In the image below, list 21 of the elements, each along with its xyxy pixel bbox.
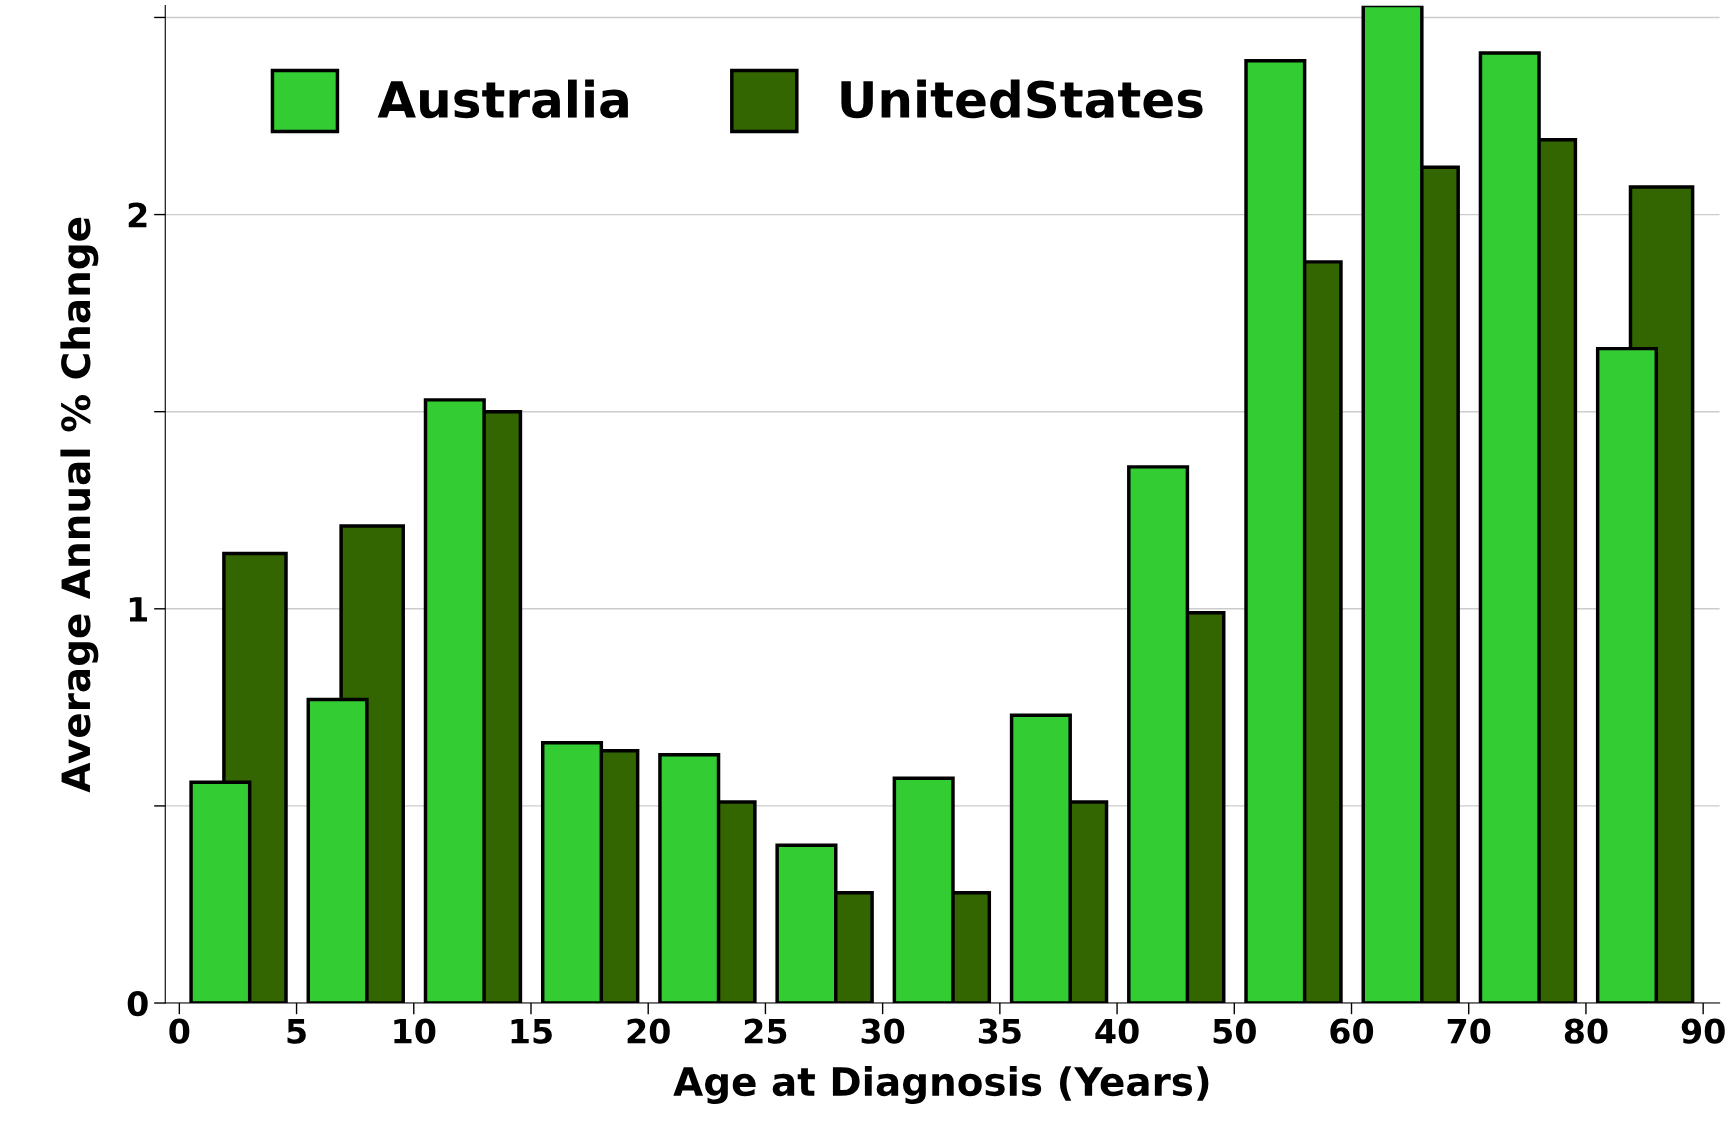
text: 40 xyxy=(1095,1018,1139,1044)
y-tick-label: 1 xyxy=(129,597,148,622)
text: 50 xyxy=(1213,1018,1256,1044)
text: 90 xyxy=(1681,1018,1725,1044)
text: 30 xyxy=(861,1018,905,1044)
text: 5 xyxy=(287,1019,306,1044)
y-axis-title: Average Annual % Change xyxy=(60,217,99,793)
text: 25 xyxy=(744,1018,787,1044)
legend-label: Australia xyxy=(377,79,628,119)
y-tick-label: 0 xyxy=(127,990,148,1017)
text: 0 xyxy=(169,1018,190,1044)
text: 80 xyxy=(1564,1018,1608,1044)
x-axis-title: Age at Diagnosis (Years) xyxy=(673,1066,1209,1105)
text: 15 xyxy=(511,1019,552,1044)
text: 10 xyxy=(394,1018,436,1044)
text: 70 xyxy=(1447,1018,1491,1044)
legend-label: UnitedStates xyxy=(841,79,1203,119)
text: 60 xyxy=(1330,1018,1374,1044)
text: 35 xyxy=(978,1018,1021,1044)
text: 20 xyxy=(627,1018,670,1044)
y-tick-label: 2 xyxy=(128,202,147,228)
